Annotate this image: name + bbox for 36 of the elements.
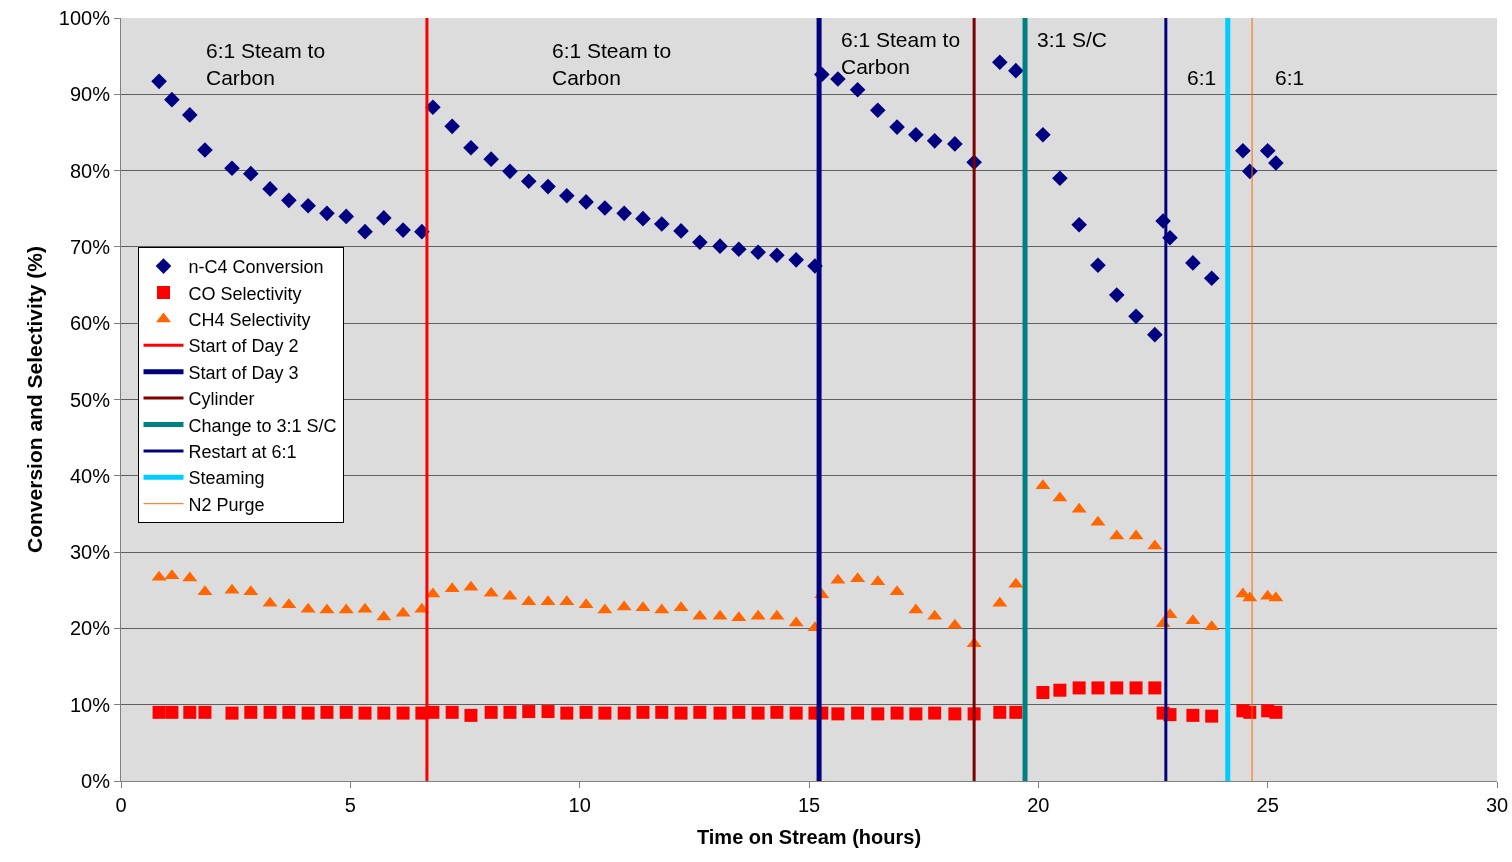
legend-label: Cylinder xyxy=(188,389,255,410)
annotation: 6:1 Steam to Carbon xyxy=(841,28,961,79)
y-tick-label: 60% xyxy=(69,312,111,335)
x-tick-label: 30 xyxy=(1485,794,1509,816)
y-tick-label: 70% xyxy=(69,235,111,258)
y-tick-label: 100% xyxy=(58,7,111,29)
legend-label: N2 Purge xyxy=(188,494,265,515)
x-axis-title: Time on Stream (hours) xyxy=(696,825,922,848)
y-tick-label: 0% xyxy=(81,770,111,792)
annotation: 6:1 Steam to Carbon xyxy=(552,39,672,90)
x-tick-label: 10 xyxy=(568,794,591,816)
legend-label: Restart at 6:1 xyxy=(188,441,297,462)
legend-label: Steaming xyxy=(188,468,265,489)
y-axis-title: Conversion and Selectivity (%) xyxy=(22,246,46,553)
legend-label: Start of Day 2 xyxy=(188,336,299,357)
y-tick-label: 80% xyxy=(69,159,111,182)
legend-label: Change to 3:1 S/C xyxy=(188,415,337,436)
y-tick-label: 50% xyxy=(69,388,111,411)
x-tick-label: 25 xyxy=(1256,794,1279,816)
legend-label: CH4 Selectivity xyxy=(188,309,311,330)
y-tick-label: 20% xyxy=(69,617,111,640)
y-tick-label: 10% xyxy=(69,693,111,716)
annotation: 6:1 Steam to Carbon xyxy=(206,39,326,90)
annotation: 3:1 S/C xyxy=(1037,28,1108,51)
y-tick-label: 30% xyxy=(69,541,111,564)
x-tick-label: 15 xyxy=(797,794,821,816)
y-tick-label: 40% xyxy=(69,464,111,487)
annotation: 6:1 xyxy=(1275,66,1305,89)
y-tick-label: 90% xyxy=(69,83,111,106)
x-tick-label: 0 xyxy=(115,794,127,816)
legend-label: Start of Day 3 xyxy=(188,362,299,383)
legend-label: n-C4 Conversion xyxy=(188,257,324,278)
x-tick-label: 20 xyxy=(1027,794,1050,816)
x-tick-label: 5 xyxy=(344,794,356,816)
legend-label: CO Selectivity xyxy=(188,283,302,304)
annotation: 6:1 xyxy=(1187,66,1217,89)
